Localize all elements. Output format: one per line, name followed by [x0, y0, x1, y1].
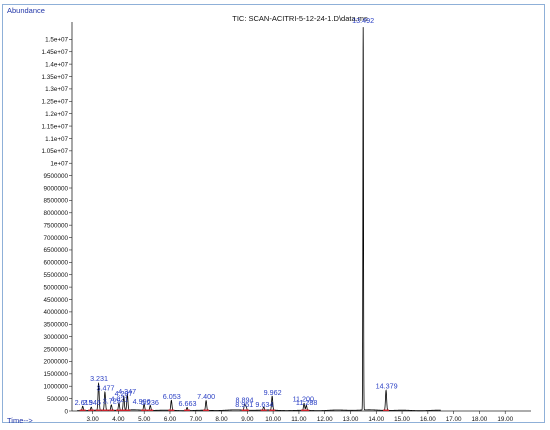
- y-tick-label: 3000000: [43, 334, 68, 341]
- y-tick-label: 4500000: [43, 297, 68, 304]
- x-tick-label: 11.00: [291, 416, 307, 423]
- y-tick-label: 7000000: [43, 235, 68, 242]
- y-tick-label: 1.4e+07: [45, 61, 68, 68]
- y-tick-label: 1.25e+07: [42, 99, 69, 106]
- y-tick-label: 2500000: [43, 346, 68, 353]
- y-tick-label: 1.1e+07: [45, 136, 68, 143]
- y-tick-label: 9000000: [43, 185, 68, 192]
- y-tick-label: 500000: [47, 396, 69, 403]
- x-tick-label: 17.00: [446, 416, 462, 423]
- peak-label: 11.200: [293, 395, 314, 404]
- x-tick-label: 13.00: [343, 416, 359, 423]
- x-tick-label: 14.00: [368, 416, 384, 423]
- x-tick-label: 18.00: [472, 416, 488, 423]
- y-tick-label: 1.5e+07: [45, 37, 68, 44]
- peak-label: 9.634: [255, 400, 273, 409]
- y-tick-label: 1.35e+07: [42, 74, 69, 81]
- y-tick-label: 5500000: [43, 272, 68, 279]
- peak-label: 4.021: [110, 394, 128, 403]
- x-tick-label: 7.00: [190, 416, 203, 423]
- y-tick-label: 1500000: [43, 371, 68, 378]
- peak-label: 3.231: [90, 374, 108, 383]
- peak-label: 6.053: [163, 392, 181, 401]
- peak-label: 4.207: [115, 389, 133, 398]
- x-tick-label: 15.00: [394, 416, 410, 423]
- peak-label: 4.347: [118, 387, 136, 396]
- peak-label: 2.946: [83, 398, 101, 407]
- peak-label: 8.894: [236, 396, 254, 405]
- y-tick-label: 1.3e+07: [45, 86, 68, 93]
- x-tick-label: 4.00: [112, 416, 125, 423]
- y-tick-label: 6500000: [43, 247, 68, 254]
- x-tick-label: 3.00: [86, 416, 99, 423]
- y-tick-label: 2000000: [43, 359, 68, 366]
- x-tick-label: 10.00: [265, 416, 281, 423]
- y-tick-label: 6000000: [43, 260, 68, 267]
- peak-label: 7.400: [197, 392, 215, 401]
- peak-label: 8.951: [235, 400, 253, 409]
- y-axis-label: Abundance: [7, 6, 45, 15]
- y-tick-label: 8500000: [43, 198, 68, 205]
- y-tick-label: 1000000: [43, 384, 68, 391]
- y-tick-label: 7500000: [43, 222, 68, 229]
- axes: 0 500000 1000000 1500000 2000000 2500000 30000…: [42, 22, 531, 423]
- chart-title: TIC: SCAN-ACITRI-5-12-24-1.D\data.ms: [232, 14, 368, 23]
- peak-label: 4.996: [133, 397, 151, 406]
- x-tick-label: 16.00: [420, 416, 436, 423]
- y-tick-label: 3500000: [43, 322, 68, 329]
- y-tick-label: 1e+07: [50, 161, 68, 168]
- y-tick-label: 5000000: [43, 284, 68, 291]
- peak-label: 5.236: [141, 398, 159, 407]
- y-tick-label: 1.45e+07: [42, 49, 69, 56]
- x-tick-label: 8.00: [215, 416, 228, 423]
- y-tick-label: 4000000: [43, 309, 68, 316]
- y-tick-label: 8000000: [43, 210, 68, 217]
- peak-label: 14.379: [376, 382, 398, 391]
- x-tick-label: 5.00: [138, 416, 151, 423]
- peak-label: 11.288: [296, 398, 317, 407]
- x-tick-label: 12.00: [317, 416, 333, 423]
- peak-label: 2.615: [75, 398, 93, 407]
- x-tick-label: 6.00: [164, 416, 177, 423]
- peak-label: 9.962: [264, 388, 282, 397]
- peak-label: 6.663: [179, 399, 197, 408]
- plot-window-frame: [2, 4, 545, 423]
- y-tick-label: 9500000: [43, 173, 68, 180]
- trace-layer: [77, 27, 441, 412]
- peak-label: 13.492: [352, 16, 374, 25]
- x-tick-label: 9.00: [241, 416, 254, 423]
- x-axis-label: Time-->: [7, 416, 33, 425]
- peak-label: 3.477: [97, 384, 115, 393]
- y-tick-label: 0: [64, 408, 68, 415]
- y-tick-label: 1.15e+07: [42, 123, 69, 130]
- x-tick-label: 19.00: [497, 416, 513, 423]
- peak-label: 3.725: [103, 396, 121, 405]
- y-tick-label: 1.2e+07: [45, 111, 68, 118]
- y-tick-label: 1.05e+07: [42, 148, 69, 155]
- tic-trace: [77, 27, 441, 412]
